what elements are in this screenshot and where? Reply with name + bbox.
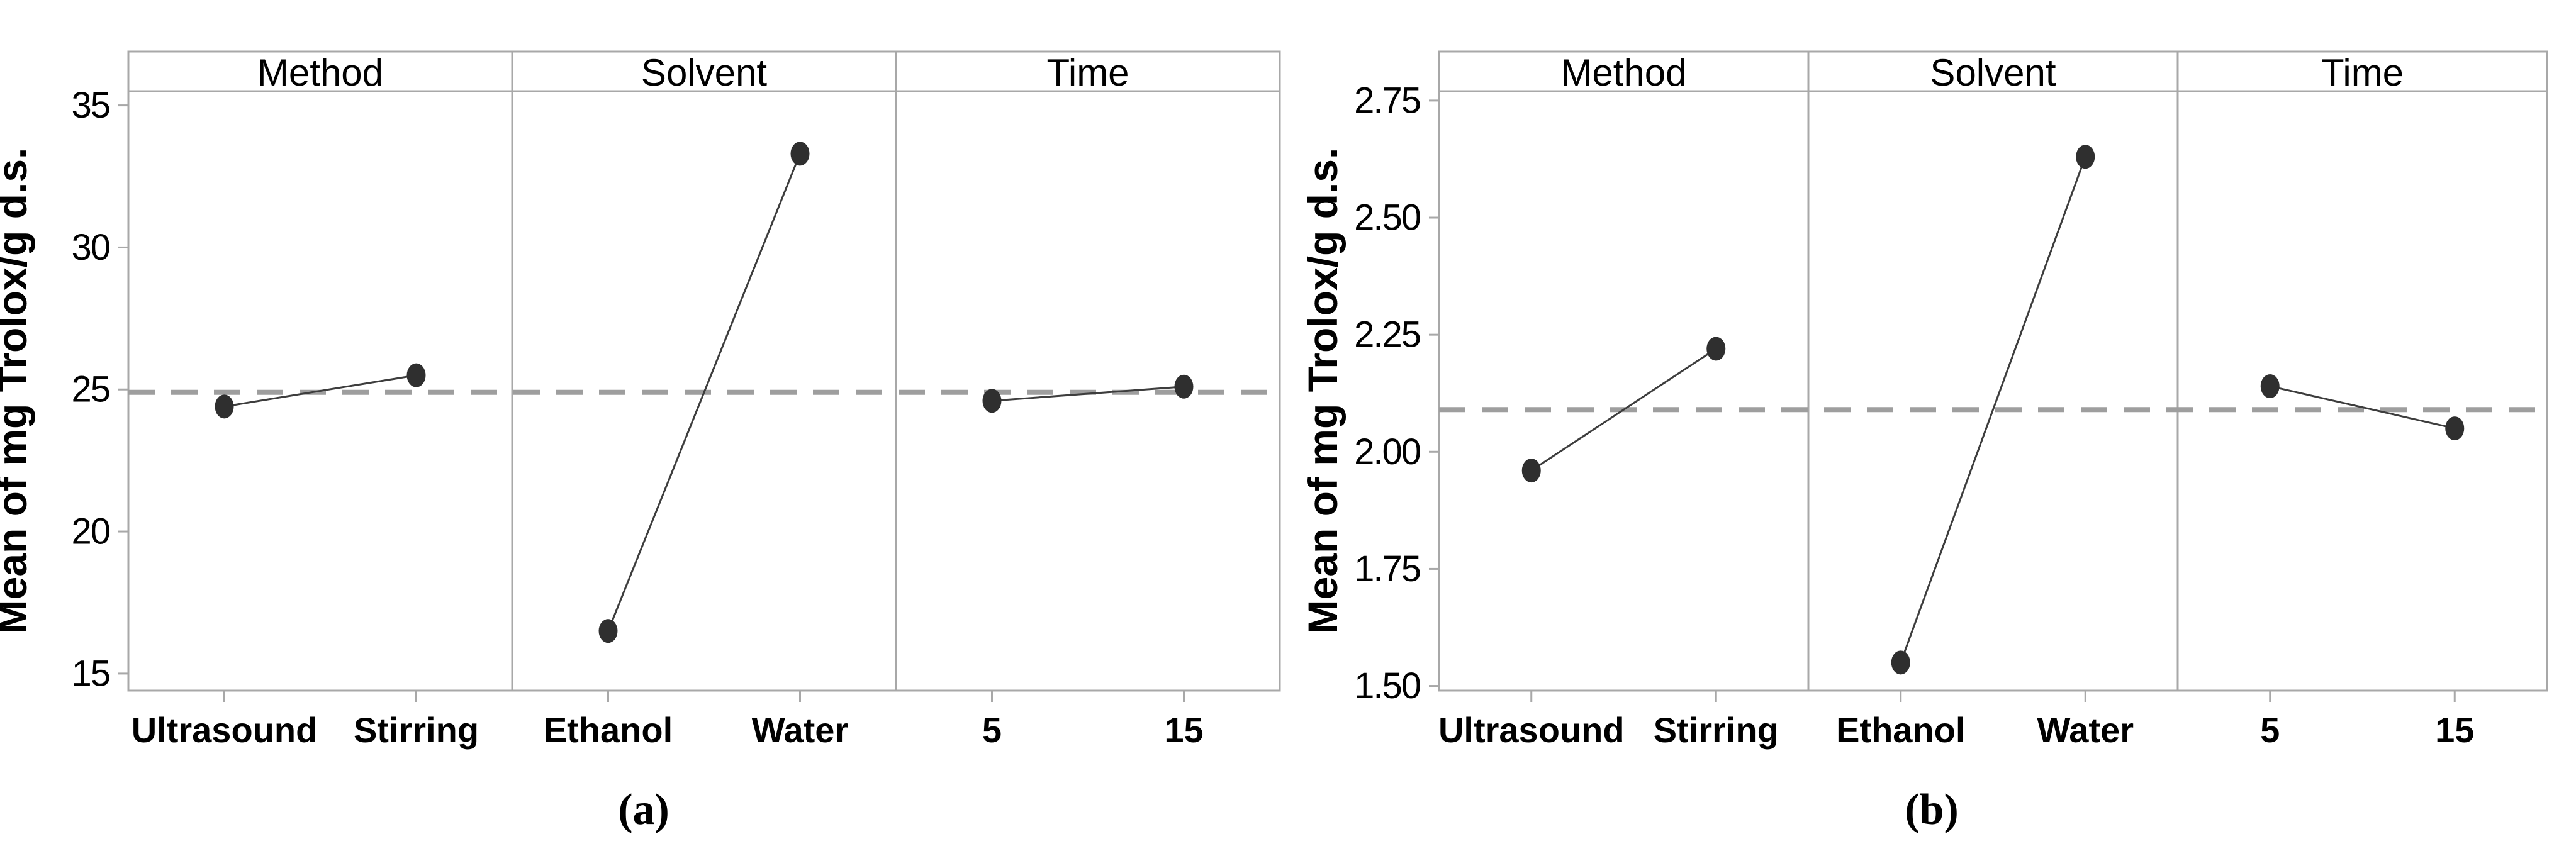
main-effects-plot-b: Method Solvent Time 1.50 1.75 2.00 2.25 2.50 2.7…	[1299, 50, 2548, 834]
y-tick-label: 2.00	[1354, 431, 1420, 472]
data-point-ultrasound	[1521, 459, 1541, 483]
y-tick-label: 2.50	[1354, 197, 1420, 238]
data-point-ultrasound	[215, 394, 234, 419]
panel-header-label: Method	[1560, 52, 1686, 94]
y-tick-label: 2.75	[1354, 80, 1420, 121]
effect-line	[1530, 348, 1717, 472]
x-category-label: Water	[2037, 710, 2134, 750]
panel-header-label: Solvent	[1930, 52, 2056, 94]
panel-header-label: Solvent	[641, 52, 767, 94]
data-point-5	[2260, 374, 2280, 399]
panel-header-label: Method	[257, 52, 383, 94]
x-category-label: Water	[752, 710, 849, 750]
effect-line	[1900, 156, 2086, 663]
data-point-ethanol	[1891, 650, 1910, 675]
y-tick-label: 35	[71, 85, 109, 126]
data-point-stirring	[1706, 337, 1726, 361]
x-category-label: Ethanol	[544, 710, 673, 750]
main-effects-plot-a: Method Solvent Time 15 20 25 30 35 Ultrasound Sti…	[0, 50, 1281, 834]
caption-b: (b)	[1905, 786, 1959, 834]
y-tick-label: 1.50	[1354, 665, 1420, 706]
x-category-label: Ultrasound	[1438, 710, 1625, 750]
x-category-label: Stirring	[1654, 710, 1779, 750]
effect-line	[2270, 385, 2455, 430]
panel-header-label: Time	[1046, 52, 1129, 94]
x-category-label: Stirring	[354, 710, 479, 750]
y-tick-label: 20	[71, 511, 109, 552]
y-axis-title: Mean of mg Trolox/g d.s.	[0, 148, 35, 635]
data-point-15	[2445, 416, 2465, 441]
effect-line	[607, 153, 801, 631]
data-point-water	[2076, 145, 2095, 169]
x-category-label: 5	[2260, 710, 2280, 750]
caption-a: (a)	[618, 786, 669, 834]
chart-b: Method Solvent Time 1.50 1.75 2.00 2.25 2.50 2.7…	[1299, 50, 2548, 750]
panel-header-label: Time	[2321, 52, 2404, 94]
data-point-5	[982, 389, 1002, 413]
effect-line	[224, 374, 417, 408]
y-tick-label: 25	[71, 369, 109, 410]
x-category-label: Ethanol	[1836, 710, 1965, 750]
effect-line	[992, 386, 1184, 402]
data-point-stirring	[406, 363, 426, 387]
x-category-label: 15	[1164, 710, 1203, 750]
chart-a: Method Solvent Time 15 20 25 30 35 Ultrasound Sti…	[0, 50, 1281, 750]
x-category-label: Ultrasound	[132, 710, 318, 750]
plot-frame	[1438, 90, 2548, 692]
data-point-water	[790, 142, 810, 166]
data-point-15	[1174, 374, 1194, 399]
data-point-ethanol	[598, 619, 618, 643]
y-tick-label: 15	[71, 653, 109, 694]
x-category-label: 15	[2435, 710, 2474, 750]
y-tick-label: 30	[71, 227, 109, 268]
y-tick-label: 1.75	[1354, 548, 1420, 589]
y-tick-label: 2.25	[1354, 314, 1420, 355]
x-category-label: 5	[982, 710, 1002, 750]
y-axis-title: Mean of mg Trolox/g d.s.	[1299, 148, 1346, 635]
